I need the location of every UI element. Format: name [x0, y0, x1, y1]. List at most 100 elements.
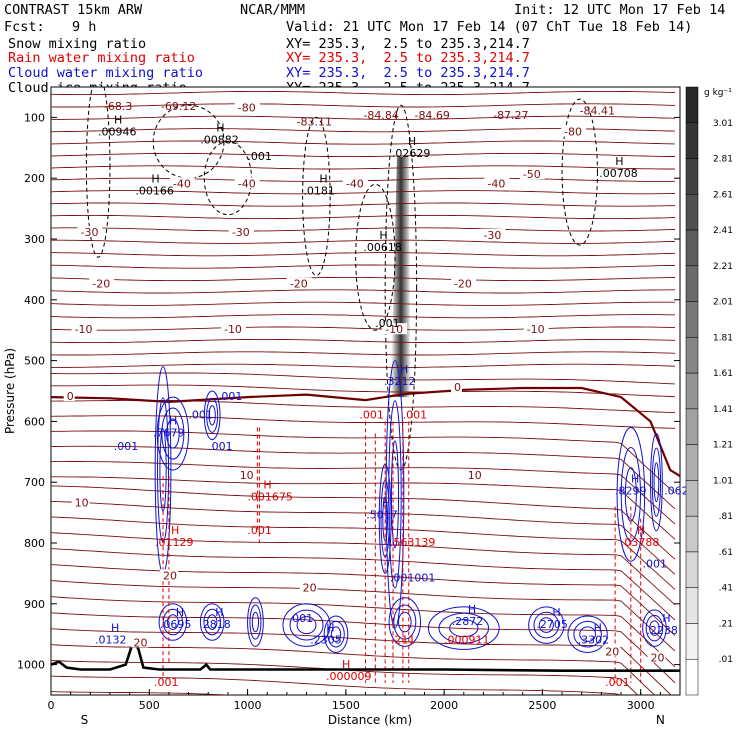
cloud-water-contour [327, 620, 345, 648]
cloud-water-contour [203, 390, 221, 441]
colorbar-swatch [685, 86, 699, 124]
maximum-value: .563139 [390, 536, 436, 549]
cloud-water-contour [427, 606, 500, 650]
isotherm-label-bg [130, 636, 149, 648]
isotherm-label-bg [234, 177, 260, 189]
maximum-marker: H [552, 606, 560, 619]
cloud-water-contour [653, 462, 660, 503]
maximum-value: .001 [208, 440, 233, 453]
isotherm [51, 103, 676, 108]
y-tick-label: 800 [24, 537, 45, 550]
colorbar-swatch [685, 265, 699, 302]
isotherm [51, 276, 676, 282]
maximum-value: .000009 [326, 670, 372, 683]
x-tick-label: 2500 [528, 699, 556, 712]
xy-rain: XY= 235.3, 2.5 to 235.3,214.7 [286, 50, 530, 66]
maximum-value: .00708 [599, 167, 638, 180]
colorbar-unit: g kg⁻¹ [704, 88, 732, 98]
cloud-water-contour [533, 611, 560, 639]
isotherm [51, 190, 676, 195]
isotherm-label: -30 [80, 226, 98, 239]
isotherm-label: 20 [163, 569, 177, 582]
colorbar-swatch [685, 658, 699, 696]
terrain-line [51, 637, 680, 672]
maximum-marker: H [216, 122, 224, 135]
isotherm-label-bg [71, 496, 90, 508]
isotherm-label-bg [602, 645, 621, 657]
maximum-value: .0181 [303, 185, 335, 198]
y-axis-label: Pressure (hPa) [3, 348, 17, 434]
isotherm [51, 372, 676, 385]
maximum-value: .062 [664, 484, 689, 497]
y-tick-label: 300 [24, 233, 45, 246]
y-tick-label: 100 [24, 111, 45, 124]
cloud-water-contour [616, 426, 646, 562]
cloud-water-contour [166, 418, 180, 449]
maximum-value: .001 [114, 440, 138, 453]
cloud-water-contour [650, 433, 663, 532]
maximum-marker: H [169, 415, 177, 428]
isotherm-label: -80 [564, 126, 582, 139]
maximum-value: .2705 [536, 618, 568, 631]
isotherm [51, 351, 676, 356]
isotherm-label: 0 [454, 381, 461, 394]
isotherm [51, 596, 676, 668]
maximum-value: .2238 [646, 624, 678, 637]
isotherm [51, 675, 622, 695]
isotherm [51, 140, 676, 145]
isotherm-label-bg [169, 177, 195, 189]
isotherm [51, 384, 676, 398]
isotherm-label-bg [71, 323, 97, 335]
maximum-value: -84.41 [580, 104, 615, 117]
maximum-marker: H [468, 603, 476, 616]
colorbar-swatch [685, 444, 699, 481]
maximum-marker: H [615, 155, 623, 168]
isotherm [51, 264, 676, 269]
isotherm-label-bg [647, 651, 666, 663]
colorbar-label: 2.01 [713, 298, 733, 308]
maximum-marker: H [408, 135, 416, 148]
maximum-value: .7679 [153, 427, 185, 440]
isotherm-label-bg [63, 390, 75, 402]
isotherm-label: -50 [523, 168, 541, 181]
isotherm-label-bg [299, 581, 318, 593]
isotherm-label-bg [236, 469, 255, 481]
isotherm-label-bg [450, 380, 462, 392]
isotherm-label: -20 [290, 278, 308, 291]
maximum-marker: H [319, 173, 327, 186]
org-label: NCAR/MMM [240, 2, 306, 18]
cloud-water-contour [398, 611, 412, 633]
maximum-value: .001 [247, 150, 272, 163]
isotherm [51, 415, 676, 429]
isotherm [51, 363, 676, 368]
isotherm-label: -80 [238, 101, 256, 114]
isotherm-label-bg [77, 225, 103, 237]
isotherm-label: 0 [67, 390, 74, 403]
colorbar-label: .41 [719, 584, 733, 594]
maximum-marker: H [662, 612, 670, 625]
isotherm [51, 564, 676, 636]
cloud-water-contour [645, 614, 664, 642]
fcst-value: 9 h [72, 19, 97, 35]
colorbar-label: 2.21 [713, 262, 733, 272]
isotherm-label: 20 [605, 645, 619, 658]
isotherm-label-bg [89, 277, 115, 289]
cloud-water-contour [388, 597, 422, 647]
maximum-value: .0695 [160, 618, 192, 631]
isotherm-label-bg [561, 125, 587, 137]
x-tick-label: 1000 [234, 699, 262, 712]
field-snow: Snow mixing ratio [8, 36, 147, 52]
isotherm-label-bg [160, 569, 179, 581]
maximum-value: .00618 [363, 241, 402, 254]
y-tick-label: 500 [24, 355, 45, 368]
init-time: Init: 12 UTC Mon 17 Feb 14 [514, 2, 726, 18]
y-tick-label: 200 [24, 172, 45, 185]
maximum-marker: H [326, 621, 334, 634]
isotherm [51, 580, 676, 652]
colorbar-label: 1.61 [713, 369, 733, 379]
valid-time: Valid: 21 UTC Mon 17 Feb 14 (07 ChT Tue … [286, 19, 693, 35]
maximum-marker: H [151, 173, 159, 186]
x-axis-label: Distance (km) [328, 713, 412, 727]
maximum-marker: H [342, 658, 350, 671]
maximum-value: .001 [247, 524, 272, 537]
